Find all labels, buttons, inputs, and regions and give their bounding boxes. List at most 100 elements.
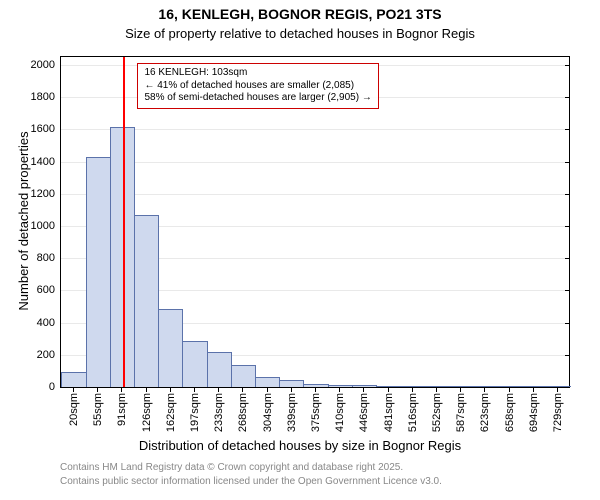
xtick-label: 694sqm bbox=[526, 393, 540, 432]
gridline bbox=[61, 194, 569, 195]
histogram-bar bbox=[400, 386, 425, 387]
histogram-bar bbox=[86, 157, 111, 387]
ytick-mark bbox=[565, 387, 570, 388]
xtick-label: 410sqm bbox=[332, 393, 346, 432]
ytick-label: 400 bbox=[37, 317, 61, 329]
ytick-mark bbox=[565, 129, 570, 130]
xtick-mark bbox=[218, 387, 219, 392]
ytick-mark bbox=[565, 65, 570, 66]
xtick-label: 268sqm bbox=[235, 393, 249, 432]
annotation-line: 16 KENLEGH: 103sqm bbox=[144, 67, 371, 80]
xtick-mark bbox=[242, 387, 243, 392]
xtick-label: 55sqm bbox=[90, 393, 104, 426]
histogram-bar bbox=[521, 386, 546, 387]
histogram-bar bbox=[473, 386, 498, 387]
ytick-mark bbox=[565, 290, 570, 291]
histogram-bar bbox=[182, 341, 207, 387]
gridline bbox=[61, 129, 569, 130]
annotation-box: 16 KENLEGH: 103sqm← 41% of detached hous… bbox=[137, 63, 378, 109]
xtick-mark bbox=[291, 387, 292, 392]
xtick-mark bbox=[267, 387, 268, 392]
xtick-mark bbox=[73, 387, 74, 392]
histogram-bar bbox=[352, 385, 377, 387]
xtick-label: 623sqm bbox=[477, 393, 491, 432]
histogram-bar bbox=[279, 380, 304, 387]
x-axis-label: Distribution of detached houses by size … bbox=[0, 438, 600, 453]
xtick-mark bbox=[315, 387, 316, 392]
ytick-mark bbox=[565, 226, 570, 227]
xtick-mark bbox=[339, 387, 340, 392]
ytick-mark bbox=[565, 194, 570, 195]
ytick-mark bbox=[565, 258, 570, 259]
xtick-mark bbox=[509, 387, 510, 392]
ytick-mark bbox=[565, 323, 570, 324]
reference-line bbox=[123, 57, 125, 387]
xtick-label: 91sqm bbox=[114, 393, 128, 426]
xtick-mark bbox=[484, 387, 485, 392]
xtick-label: 446sqm bbox=[356, 393, 370, 432]
xtick-mark bbox=[121, 387, 122, 392]
ytick-label: 800 bbox=[37, 252, 61, 264]
histogram-bar bbox=[545, 386, 570, 387]
footer-line-1: Contains HM Land Registry data © Crown c… bbox=[60, 462, 403, 473]
xtick-mark bbox=[412, 387, 413, 392]
xtick-label: 126sqm bbox=[139, 393, 153, 432]
ytick-label: 1200 bbox=[31, 188, 61, 200]
xtick-label: 197sqm bbox=[187, 393, 201, 432]
ytick-label: 0 bbox=[49, 381, 61, 393]
histogram-bar bbox=[207, 352, 232, 387]
histogram-bar bbox=[231, 365, 256, 387]
ytick-label: 1000 bbox=[31, 220, 61, 232]
ytick-label: 1600 bbox=[31, 123, 61, 135]
histogram-bar bbox=[449, 386, 474, 387]
xtick-mark bbox=[460, 387, 461, 392]
chart-container: 16, KENLEGH, BOGNOR REGIS, PO21 3TS Size… bbox=[0, 0, 600, 500]
ytick-mark bbox=[565, 355, 570, 356]
histogram-bar bbox=[158, 309, 183, 387]
xtick-label: 375sqm bbox=[308, 393, 322, 432]
plot-area: 020040060080010001200140016001800200020s… bbox=[60, 56, 570, 388]
xtick-label: 20sqm bbox=[66, 393, 80, 426]
footer-line-2: Contains public sector information licen… bbox=[60, 476, 442, 487]
xtick-mark bbox=[194, 387, 195, 392]
histogram-bar bbox=[497, 386, 522, 387]
histogram-bar bbox=[376, 386, 401, 387]
histogram-bar bbox=[328, 385, 353, 387]
ytick-mark bbox=[565, 162, 570, 163]
xtick-label: 304sqm bbox=[260, 393, 274, 432]
xtick-mark bbox=[363, 387, 364, 392]
histogram-bar bbox=[424, 386, 449, 387]
histogram-bar bbox=[61, 372, 86, 387]
xtick-mark bbox=[533, 387, 534, 392]
ytick-label: 1800 bbox=[31, 91, 61, 103]
chart-title: 16, KENLEGH, BOGNOR REGIS, PO21 3TS bbox=[0, 6, 600, 22]
annotation-line: 58% of semi-detached houses are larger (… bbox=[144, 92, 371, 105]
ytick-label: 200 bbox=[37, 349, 61, 361]
annotation-line: ← 41% of detached houses are smaller (2,… bbox=[144, 80, 371, 93]
ytick-label: 1400 bbox=[31, 156, 61, 168]
xtick-mark bbox=[388, 387, 389, 392]
xtick-label: 516sqm bbox=[405, 393, 419, 432]
gridline bbox=[61, 162, 569, 163]
xtick-label: 162sqm bbox=[163, 393, 177, 432]
ytick-label: 2000 bbox=[31, 59, 61, 71]
histogram-bar bbox=[110, 127, 135, 387]
y-axis-label: Number of detached properties bbox=[16, 56, 31, 386]
xtick-mark bbox=[146, 387, 147, 392]
xtick-mark bbox=[436, 387, 437, 392]
xtick-label: 481sqm bbox=[381, 393, 395, 432]
xtick-mark bbox=[557, 387, 558, 392]
xtick-label: 233sqm bbox=[211, 393, 225, 432]
xtick-label: 658sqm bbox=[502, 393, 516, 432]
chart-subtitle: Size of property relative to detached ho… bbox=[0, 26, 600, 41]
xtick-mark bbox=[170, 387, 171, 392]
xtick-label: 729sqm bbox=[550, 393, 564, 432]
xtick-mark bbox=[97, 387, 98, 392]
histogram-bar bbox=[134, 215, 159, 387]
xtick-label: 552sqm bbox=[429, 393, 443, 432]
ytick-label: 600 bbox=[37, 284, 61, 296]
xtick-label: 587sqm bbox=[453, 393, 467, 432]
xtick-label: 339sqm bbox=[284, 393, 298, 432]
histogram-bar bbox=[255, 377, 280, 387]
ytick-mark bbox=[565, 97, 570, 98]
